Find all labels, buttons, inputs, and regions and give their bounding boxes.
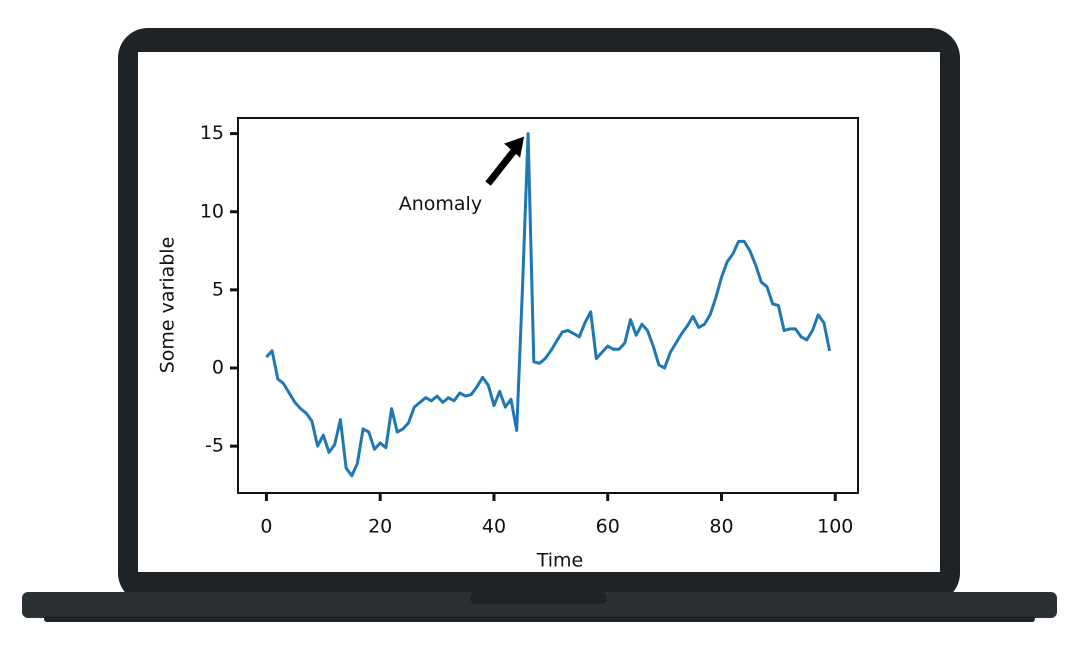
x-tick-label: 100 <box>817 516 853 538</box>
x-tick-label: 0 <box>260 516 272 538</box>
notch <box>470 592 607 604</box>
x-tick-label: 60 <box>596 516 620 538</box>
x-tick-label: 20 <box>368 516 392 538</box>
y-tick-label: -5 <box>205 435 224 457</box>
base-shadow <box>44 616 1035 622</box>
y-tick-label: 5 <box>212 278 224 300</box>
annotation-label: Anomaly <box>399 193 482 215</box>
screen <box>138 52 940 572</box>
chart: Time Some variable 0 20 40 60 80 100 -5 0 5 10 15 A… <box>157 117 859 572</box>
y-tick-label: 0 <box>212 357 224 379</box>
base <box>22 592 1057 618</box>
y-axis-label: Some variable <box>157 237 179 374</box>
plot-frame <box>237 117 859 494</box>
series-line <box>265 132 832 478</box>
y-tick-label: 10 <box>200 200 224 222</box>
arrow-head <box>504 136 525 158</box>
x-axis-label: Time <box>536 550 584 572</box>
annotation-arrow <box>485 143 521 186</box>
x-tick-label: 80 <box>709 516 733 538</box>
x-tick-label: 40 <box>482 516 506 538</box>
y-tick-label: 15 <box>200 122 224 144</box>
